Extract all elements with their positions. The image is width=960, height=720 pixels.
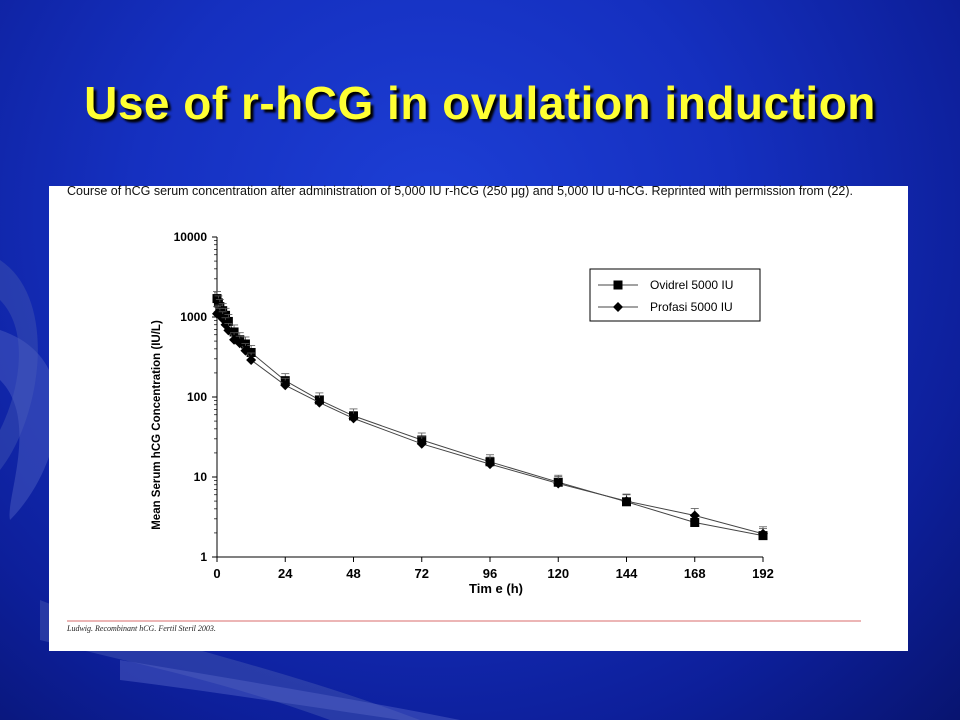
y-tick-label: 10 <box>194 470 208 484</box>
slide-title: Use of r-hCG in ovulation induction <box>84 77 876 129</box>
data-point <box>416 438 427 449</box>
figure-panel: Course of hCG serum concentration after … <box>49 184 908 651</box>
x-tick-label: 0 <box>213 566 220 581</box>
y-tick-label: 1 <box>200 550 207 564</box>
x-tick-label: 168 <box>684 566 706 581</box>
data-point <box>314 397 325 408</box>
series-square <box>212 291 768 541</box>
chart: 1 10 100 1000 10000 0 24 48 72 96 120 144 168 192 Tim … <box>151 230 774 596</box>
data-point <box>758 528 768 539</box>
data-point <box>246 355 257 366</box>
data-point <box>689 510 700 521</box>
data-point <box>553 478 564 489</box>
legend-marker <box>613 302 623 312</box>
y-tick-label: 10000 <box>174 230 208 244</box>
x-tick-label: 144 <box>616 566 638 581</box>
series-diamond <box>212 304 768 539</box>
data-point <box>221 310 231 320</box>
x-tick-label: 120 <box>547 566 569 581</box>
data-point <box>348 413 359 424</box>
figure-caption: Course of hCG serum concentration after … <box>67 184 854 198</box>
series-line <box>216 311 764 535</box>
y-tick-label: 100 <box>187 390 207 404</box>
data-point <box>280 380 291 391</box>
legend-marker <box>613 280 623 290</box>
data-point <box>223 316 233 326</box>
data-point <box>234 338 245 349</box>
legend-label: Ovidrel 5000 IU <box>650 278 733 292</box>
figure-citation: Ludwig. Recombinant hCG. Fertil Steril 2… <box>67 624 216 633</box>
citation-rule <box>67 620 861 622</box>
legend-label: Profasi 5000 IU <box>650 300 733 314</box>
x-tick-label: 192 <box>752 566 774 581</box>
x-tick-label: 96 <box>483 566 497 581</box>
series-line <box>216 298 764 537</box>
chart-axes: 1 10 100 1000 10000 0 24 48 72 96 120 144 168 192 Tim … <box>151 230 774 596</box>
y-axis-label: Mean Serum hCG Concentration (IU/L) <box>151 320 163 530</box>
data-point <box>485 459 495 470</box>
data-point <box>690 517 700 527</box>
data-point <box>246 347 256 357</box>
data-point <box>229 327 239 337</box>
chart-series <box>212 291 768 541</box>
legend-box <box>589 268 761 322</box>
x-tick-label: 24 <box>278 566 293 581</box>
data-point <box>621 496 632 507</box>
data-point <box>218 306 228 316</box>
chart-legend: Ovidrel 5000 IU Profasi 5000 IU <box>589 268 761 322</box>
y-tick-label: 1000 <box>180 310 207 324</box>
x-tick-label: 72 <box>415 566 429 581</box>
x-axis-label: Tim e (h) <box>469 581 523 596</box>
x-tick-label: 48 <box>346 566 360 581</box>
